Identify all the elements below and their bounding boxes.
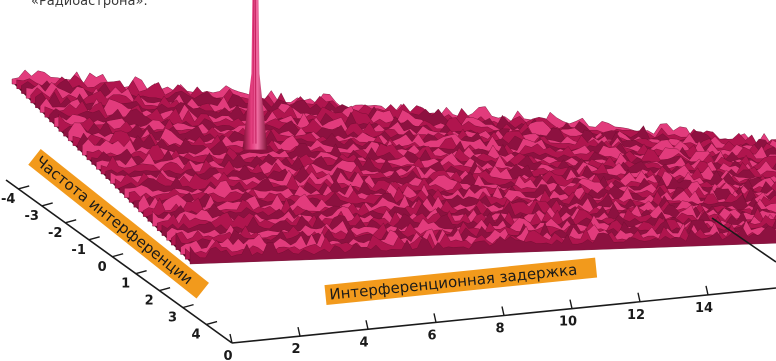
x-tick-label: 4: [359, 335, 368, 350]
figure-caption: «Радиоастрона».: [31, 0, 148, 9]
x-tick-label: 6: [427, 328, 436, 343]
x-tick-mark: [637, 292, 641, 302]
x-axis-label-bg: [324, 257, 598, 305]
noise-surface: [11, 69, 776, 265]
y-tick-mark: [205, 320, 218, 326]
x-tick-label: 12: [627, 308, 645, 323]
axis-frame-left: [5, 179, 233, 344]
y-tick-label: 0: [98, 260, 107, 275]
y-tick-label: -1: [71, 243, 85, 258]
x-axis-label-group: Интерференционная задержка: [324, 257, 598, 305]
peak-spike: [242, 0, 268, 150]
y-tick-label: -2: [48, 226, 62, 241]
x-tick-label: 14: [695, 301, 713, 316]
y-tick-mark: [41, 202, 53, 207]
peak-ridge: [254, 0, 257, 144]
x-axis-label: Интерференционная задержка: [329, 261, 578, 304]
y-tick-label: 1: [121, 277, 130, 292]
x-tick-label: 0: [223, 349, 232, 361]
y-tick-label: -4: [1, 192, 15, 207]
y-tick-mark: [88, 236, 100, 241]
y-tick-mark: [135, 270, 147, 275]
y-tick-mark: [64, 219, 77, 224]
x-tick-mark: [229, 333, 233, 344]
x-tick-mark: [365, 320, 369, 330]
x-tick-mark: [501, 306, 505, 316]
peak-ridge: [252, 0, 255, 144]
x-tick-label: 10: [559, 315, 577, 330]
y-tick-mark: [111, 253, 124, 258]
x-tick-mark: [433, 313, 437, 323]
y-tick-label: 4: [192, 328, 201, 343]
surface-row: [189, 225, 776, 265]
y-axis-label-bg: [28, 149, 209, 299]
x-tick-label: 8: [495, 322, 504, 337]
x-tick-mark: [569, 299, 573, 309]
axis-frame-right: [711, 217, 776, 263]
x-tick-mark: [297, 326, 301, 337]
y-tick-mark: [182, 303, 194, 309]
x-tick-label: 2: [291, 342, 300, 357]
x-axis-ticks: 0 2 4 6 8 10 12 14: [223, 285, 713, 361]
y-tick-mark: [18, 185, 30, 190]
correlation-peak: [242, 0, 268, 150]
y-tick-label: -3: [24, 209, 38, 224]
y-tick-label: 2: [145, 294, 154, 309]
y-tick-label: 3: [168, 311, 177, 326]
y-tick-mark: [158, 286, 171, 292]
x-tick-mark: [705, 285, 709, 296]
